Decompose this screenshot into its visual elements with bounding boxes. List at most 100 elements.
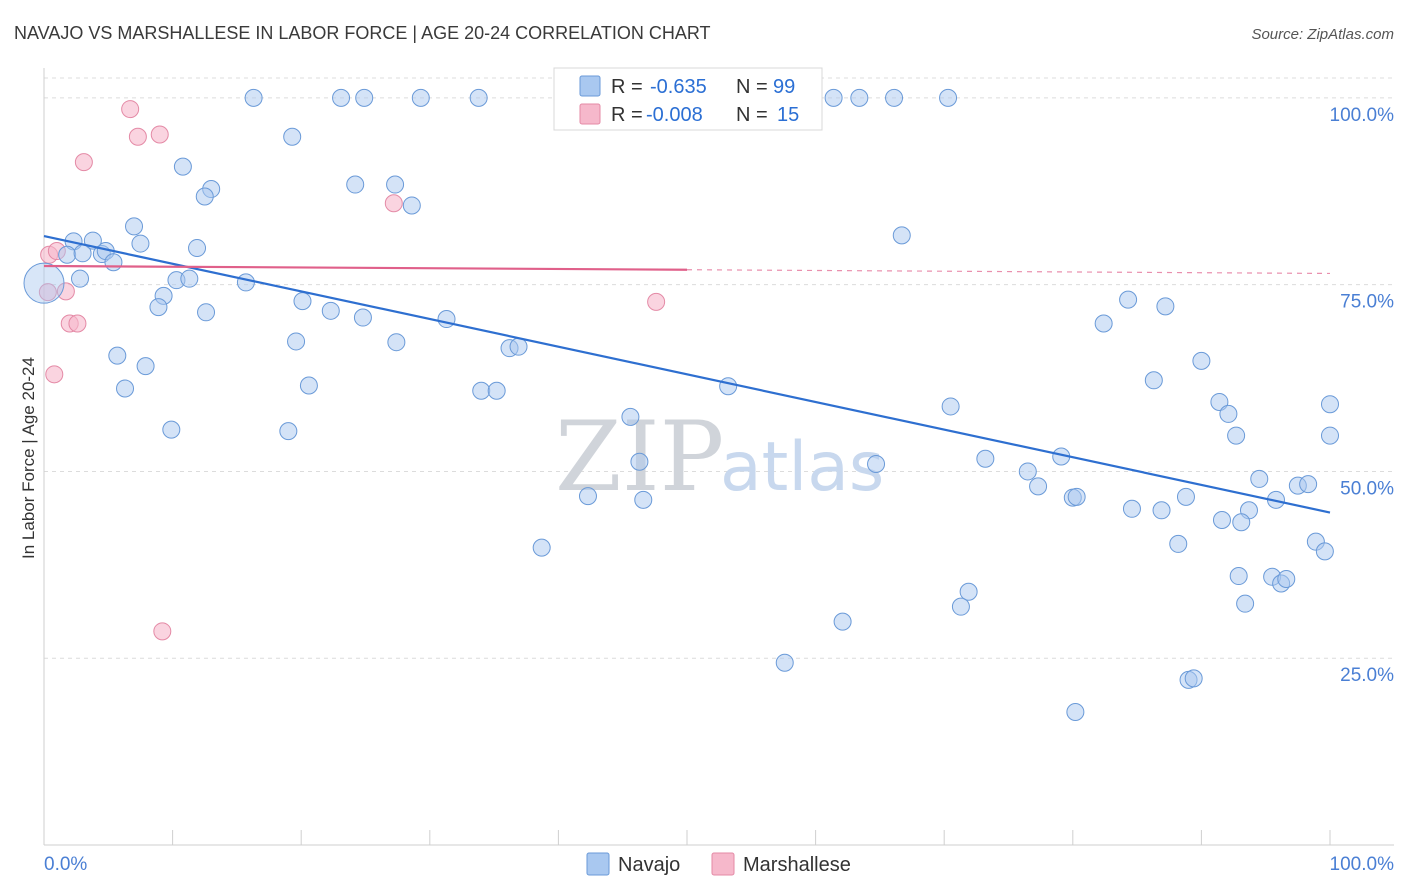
marshallese-point-11: [45, 365, 64, 384]
navajo-point-7: [850, 88, 869, 107]
navajo-point-86: [1315, 542, 1334, 561]
navajo-point-37: [353, 308, 372, 327]
navajo-point-43: [108, 346, 127, 365]
navajo-point-21: [131, 234, 150, 253]
navajo-point-83: [1232, 513, 1251, 532]
navajo-point-27: [188, 239, 207, 258]
navajo-point-1: [332, 88, 351, 107]
legend-marshallese-swatch: [711, 852, 735, 876]
navajo-r-value: -0.635: [650, 76, 707, 98]
marshallese-point-1: [128, 127, 147, 146]
navajo-point-16: [402, 196, 421, 215]
marshallese-n-label: N =: [736, 104, 768, 126]
chart-title: NAVAJO VS MARSHALLESE IN LABOR FORCE | A…: [14, 23, 711, 43]
navajo-point-23: [73, 244, 92, 263]
navajo-point-52: [621, 407, 640, 426]
navajo-point-2: [355, 88, 374, 107]
navajo-point-11: [173, 157, 192, 176]
navajo-point-67: [1144, 371, 1163, 390]
navajo-point-36: [321, 301, 340, 320]
navajo-point-61: [1029, 477, 1048, 496]
gridlines: [44, 77, 1394, 659]
navajo-point-17: [892, 226, 911, 245]
navajo-n-value: 99: [773, 76, 795, 98]
navajo-point-9: [939, 88, 958, 107]
y-tick-label-100: 100.0%: [1330, 105, 1395, 126]
axes: [43, 68, 1394, 846]
navajo-point-12: [346, 175, 365, 194]
navajo-point-40: [387, 333, 406, 352]
navajo-n-label: N =: [736, 76, 768, 98]
navajo-point-59: [976, 449, 995, 468]
navajo-point-3: [411, 88, 430, 107]
navajo-point-80: [1176, 487, 1195, 506]
navajo-point-77: [1067, 487, 1086, 506]
navajo-point-31: [236, 273, 255, 292]
navajo-point-55: [634, 490, 653, 509]
navajo-point-39: [287, 332, 306, 351]
marshallese-point-7: [38, 283, 57, 302]
navajo-point-45: [116, 379, 135, 398]
navajo-point-18: [125, 217, 144, 236]
marshallese-r-value: -0.008: [646, 104, 703, 126]
navajo-point-15: [195, 187, 214, 206]
marshallese-point-13: [153, 622, 172, 641]
navajo-points: [23, 88, 1339, 722]
navajo-point-76: [1321, 426, 1339, 445]
navajo-point-60: [1018, 462, 1037, 481]
navajo-point-44: [136, 357, 155, 376]
navajo-point-46: [299, 376, 318, 395]
navajo-point-92: [1277, 570, 1296, 589]
watermark: ZIP atlas: [555, 401, 884, 513]
navajo-point-26: [104, 253, 123, 272]
navajo-point-49: [719, 377, 738, 396]
stats-box: R = -0.635 N = 99 R = -0.008 N = 15: [553, 67, 823, 131]
marshallese-point-10: [68, 314, 87, 333]
navajo-point-34: [149, 298, 168, 317]
y-tick-labels: 25.0% 50.0% 75.0% 100.0%: [1330, 105, 1395, 686]
navajo-point-98: [1184, 669, 1203, 688]
navajo-point-10: [283, 127, 302, 146]
navajo-point-58: [941, 397, 960, 416]
y-axis-label: In Labor Force | Age 20-24: [19, 357, 38, 559]
navajo-point-93: [959, 582, 978, 601]
navajo-point-69: [1210, 392, 1229, 411]
navajo-point-71: [1227, 426, 1246, 445]
navajo-point-0: [244, 88, 263, 107]
marshallese-r-label: R =: [611, 104, 643, 126]
y-tick-label-75: 75.0%: [1340, 292, 1394, 313]
navajo-point-72: [1250, 469, 1269, 488]
navajo-point-30: [180, 269, 199, 288]
watermark-atlas: atlas: [720, 428, 884, 507]
navajo-point-95: [833, 612, 852, 631]
chart-source: Source: ZipAtlas.com: [1251, 26, 1394, 43]
marshallese-stat-swatch: [579, 103, 601, 125]
navajo-point-68: [1192, 351, 1211, 370]
navajo-point-87: [1169, 534, 1188, 553]
navajo-point-cluster: [23, 262, 65, 304]
trend-lines: [43, 235, 1331, 514]
marshallese-point-8: [56, 282, 75, 301]
navajo-point-4: [469, 88, 488, 107]
x-tick-label-max: 100.0%: [1330, 854, 1395, 875]
marshallese-point-4: [384, 194, 403, 213]
marshallese-point-0: [121, 100, 140, 119]
navajo-point-79: [1152, 501, 1171, 520]
navajo-point-50: [162, 420, 181, 439]
navajo-point-6: [824, 88, 843, 107]
marshallese-n-value: 15: [777, 104, 799, 126]
navajo-point-42: [509, 337, 528, 356]
navajo-stat-swatch: [579, 75, 601, 97]
navajo-point-94: [951, 597, 970, 616]
navajo-point-78: [1122, 499, 1141, 518]
x-tick-label-min: 0.0%: [44, 854, 87, 875]
marshallese-trend-line-extension: [686, 269, 1331, 275]
navajo-point-74: [1299, 475, 1318, 494]
navajo-point-75: [1321, 395, 1339, 414]
navajo-point-56: [532, 538, 551, 557]
navajo-point-13: [386, 175, 405, 194]
navajo-point-28: [71, 269, 90, 288]
marshallese-point-3: [74, 153, 93, 172]
navajo-point-47: [472, 381, 491, 400]
